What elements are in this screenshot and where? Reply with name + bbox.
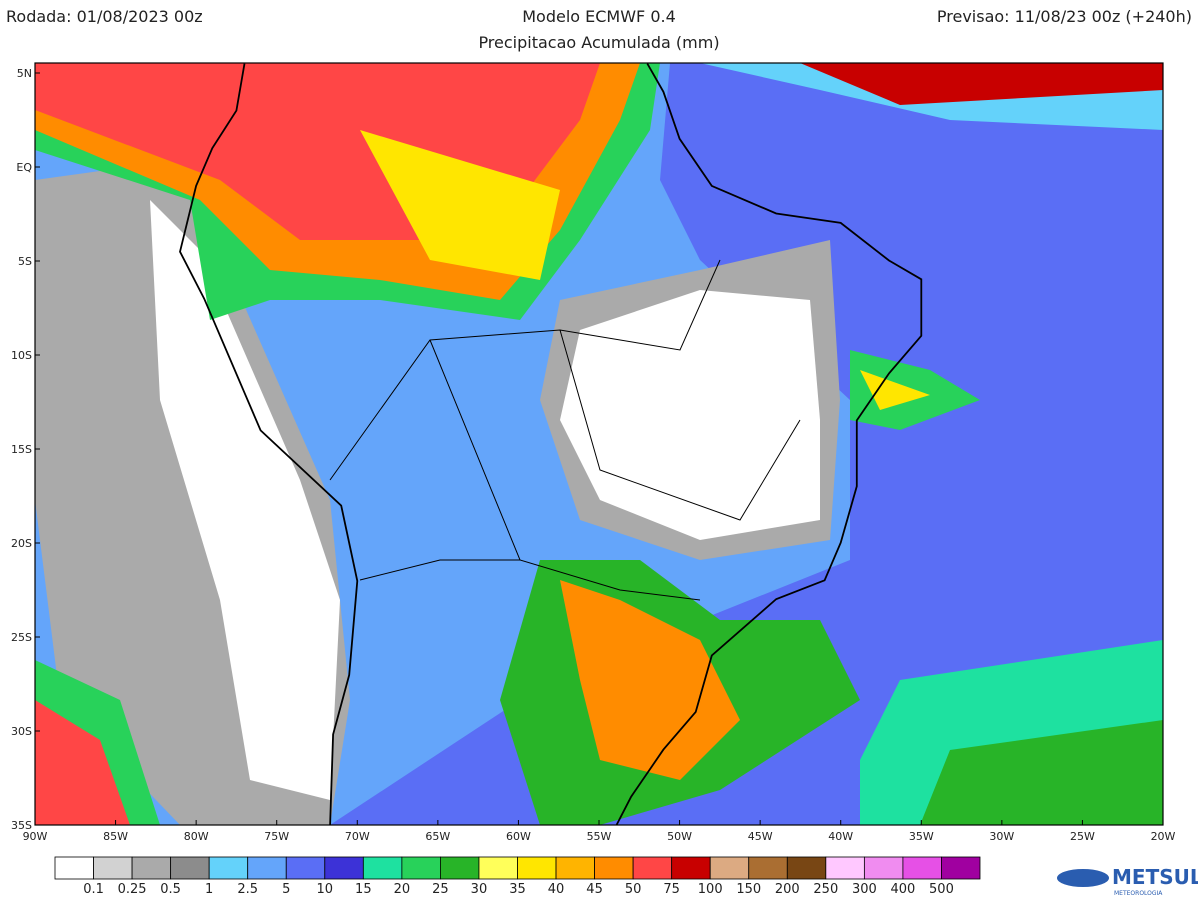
colorbar-label: 15 <box>355 882 372 897</box>
run-label: Rodada: 01/08/2023 00z <box>6 7 203 26</box>
colorbar-label: 500 <box>929 882 954 897</box>
lon-label: 50W <box>667 830 692 843</box>
colorbar-swatch <box>748 856 788 880</box>
colorbar-swatch <box>170 856 210 880</box>
colorbar-label: 75 <box>663 882 680 897</box>
lon-label: 90W <box>23 830 48 843</box>
lat-label: 5N <box>17 67 32 80</box>
lon-label: 40W <box>828 830 853 843</box>
colorbar-swatch <box>671 856 711 880</box>
colorbar-swatch <box>208 856 249 880</box>
precip-field <box>35 63 1163 825</box>
colorbar-label: 40 <box>548 882 565 897</box>
colorbar-swatch <box>709 856 750 880</box>
lon-label: 60W <box>506 830 531 843</box>
colorbar-swatch <box>93 856 133 880</box>
lat-label: 15S <box>11 443 32 456</box>
lat-label: EQ <box>16 161 32 174</box>
colorbar-label: 10 <box>317 882 334 897</box>
colorbar-swatch <box>131 856 172 880</box>
colorbar-label: 5 <box>282 882 290 897</box>
colorbar-label: 300 <box>852 882 877 897</box>
lat-axis: 5N EQ 5S 10S 15S 20S 25S 30S 35S <box>11 67 40 832</box>
lon-label: 85W <box>103 830 128 843</box>
colorbar-swatch <box>594 856 634 880</box>
colorbar-label: 400 <box>891 882 916 897</box>
lat-label: 5S <box>18 255 32 268</box>
colorbar-swatch <box>825 856 865 880</box>
lon-label: 70W <box>345 830 370 843</box>
forecast-label: Previsao: 11/08/23 00z (+240h) <box>937 7 1192 26</box>
logo-name: METSUL <box>1112 865 1198 889</box>
lat-label: 35S <box>11 819 32 832</box>
lon-label: 25W <box>1070 830 1095 843</box>
lon-label: 35W <box>909 830 934 843</box>
colorbar-label: 150 <box>736 882 761 897</box>
logo: METSUL METEOROLOGIA <box>1057 865 1198 897</box>
lon-label: 55W <box>587 830 612 843</box>
lon-label: 20W <box>1151 830 1176 843</box>
model-title: Modelo ECMWF 0.4 <box>522 7 676 26</box>
colorbar-label: 35 <box>509 882 526 897</box>
colorbar-label: 1 <box>205 882 213 897</box>
colorbar-swatch <box>786 856 827 880</box>
lon-axis: 90W 85W 80W 75W 70W 65W 60W 55W 50W 45W 40W 35W 30W 2… <box>23 820 1176 843</box>
colorbar-label: 50 <box>625 882 642 897</box>
lon-label: 65W <box>425 830 450 843</box>
colorbar-swatch <box>324 856 364 880</box>
colorbar-swatch <box>401 856 441 880</box>
colorbar-label: 30 <box>471 882 488 897</box>
colorbar-swatch <box>54 856 94 880</box>
colorbar-label: 20 <box>394 882 411 897</box>
colorbar-label: 250 <box>813 882 838 897</box>
colorbar-label: 100 <box>698 882 723 897</box>
colorbar-swatch <box>863 856 904 880</box>
colorbar-swatch <box>440 856 480 880</box>
lat-label: 30S <box>11 725 32 738</box>
colorbar-label: 0.1 <box>83 882 104 897</box>
colorbar-swatch <box>362 856 403 880</box>
colorbar-swatch <box>632 856 673 880</box>
colorbar-label: 25 <box>432 882 449 897</box>
lon-label: 30W <box>989 830 1014 843</box>
colorbar-label: 0.5 <box>160 882 181 897</box>
colorbar-label: 2.5 <box>237 882 258 897</box>
lon-label: 80W <box>184 830 209 843</box>
lat-label: 20S <box>11 537 32 550</box>
colorbar: 0.1 0.25 0.5 1 2.5 5 10 15 20 25 30 35 40 45 50 75 100 15… <box>54 856 981 897</box>
lat-label: 25S <box>11 631 32 644</box>
colorbar-label: 200 <box>775 882 800 897</box>
colorbar-swatch <box>941 856 981 880</box>
colorbar-swatch <box>902 856 942 880</box>
lon-label: 45W <box>748 830 773 843</box>
colorbar-swatch <box>555 856 595 880</box>
colorbar-label: 45 <box>586 882 603 897</box>
colorbar-swatch <box>478 856 518 880</box>
colorbar-label: 0.25 <box>118 882 147 897</box>
lon-label: 75W <box>264 830 289 843</box>
logo-tagline: METEOROLOGIA <box>1114 890 1163 897</box>
subtitle: Precipitacao Acumulada (mm) <box>478 33 719 52</box>
lat-label: 10S <box>11 349 32 362</box>
colorbar-swatch <box>517 856 557 880</box>
colorbar-swatch <box>285 856 326 880</box>
colorbar-swatch <box>247 856 287 880</box>
